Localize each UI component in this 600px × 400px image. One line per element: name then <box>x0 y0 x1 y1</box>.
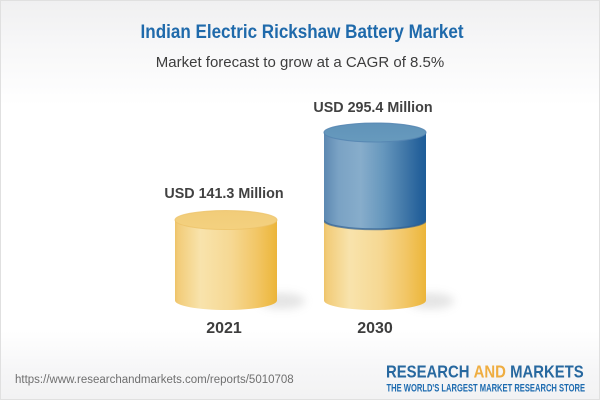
svg-text:RESEARCH AND MARKETS: RESEARCH AND MARKETS <box>386 362 584 381</box>
svg-text:THE WORLD'S LARGEST MARKET RES: THE WORLD'S LARGEST MARKET RESEARCH STOR… <box>387 382 586 394</box>
